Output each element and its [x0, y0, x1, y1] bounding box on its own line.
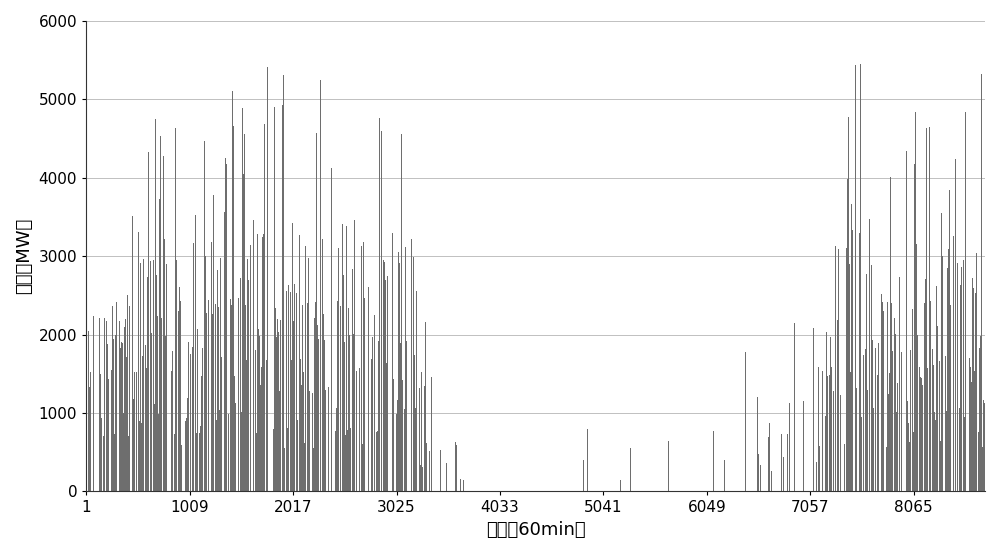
Y-axis label: 功率（MW）: 功率（MW）: [15, 218, 33, 294]
X-axis label: 时间（60min）: 时间（60min）: [486, 521, 585, 539]
